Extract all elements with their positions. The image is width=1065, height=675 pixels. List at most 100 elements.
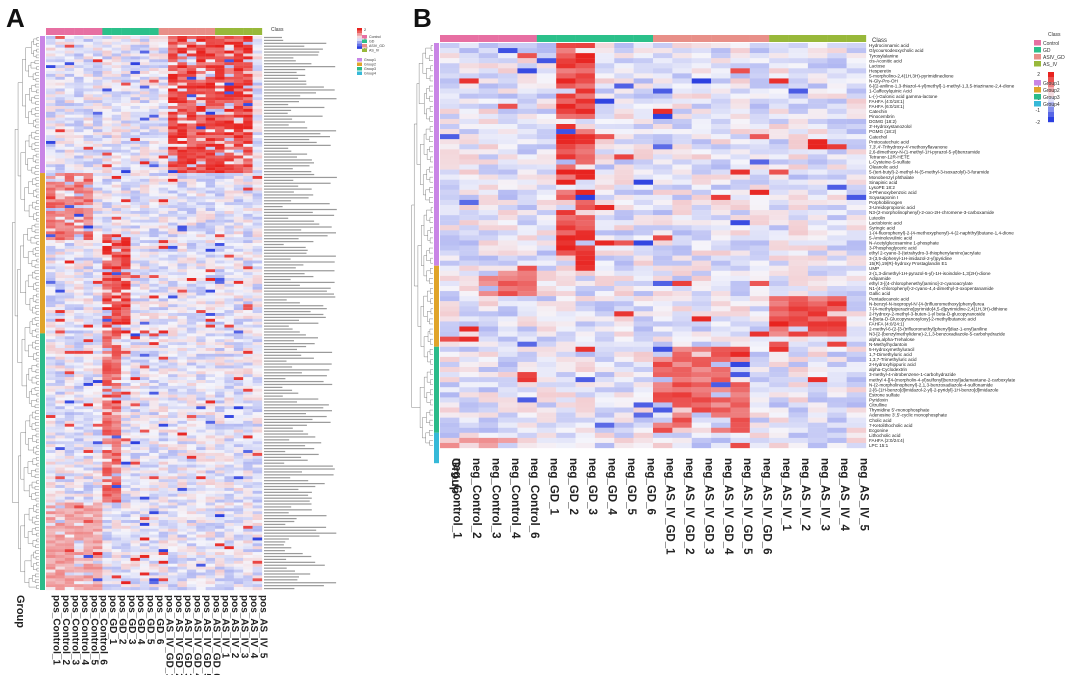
heatmap-cell — [158, 158, 169, 162]
heatmap-cell — [55, 41, 65, 45]
heatmap-cell — [168, 485, 178, 489]
dendrogram-branch — [414, 123, 418, 287]
heatmap-cell — [243, 365, 253, 369]
heatmap-cell — [168, 508, 178, 512]
heatmap-cell — [111, 278, 122, 282]
heatmap-cell — [158, 152, 169, 156]
heatmap-cell — [205, 199, 216, 203]
heatmap-cell — [205, 435, 216, 439]
heatmap-cell — [130, 447, 141, 451]
heatmap-cell — [224, 388, 234, 392]
heatmap-cell — [196, 295, 206, 299]
heatmap-cell — [130, 327, 141, 331]
row-label — [264, 293, 334, 295]
heatmap-cell — [168, 56, 178, 60]
heatmap-cell — [130, 257, 141, 261]
heatmap-cell — [149, 339, 159, 343]
heatmap-cell — [83, 560, 94, 564]
heatmap-cell — [46, 321, 56, 325]
heatmap-cell — [130, 444, 141, 448]
heatmap-cell — [215, 175, 225, 180]
dendrogram-branch — [36, 585, 39, 589]
heatmap-cell — [83, 222, 94, 226]
heatmap-cell — [168, 528, 178, 532]
heatmap-cell — [158, 97, 169, 101]
heatmap-cell — [46, 120, 56, 124]
heatmap-cell — [139, 213, 150, 217]
row-group-segment — [40, 173, 45, 334]
heatmap-cell — [130, 563, 141, 567]
dendrogram-branch — [427, 290, 431, 302]
heatmap-cell — [130, 65, 141, 69]
heatmap-cell — [158, 272, 169, 276]
heatmap-cell — [74, 377, 84, 381]
heatmap-cell — [243, 132, 253, 136]
heatmap-cell — [92, 210, 103, 215]
heatmap-cell — [102, 114, 112, 118]
heatmap-cell — [46, 152, 56, 156]
heatmap-cell — [177, 164, 188, 168]
heatmap-cell — [111, 534, 122, 538]
heatmap-cell — [224, 560, 234, 564]
heatmap-cell — [121, 105, 131, 110]
heatmap-cell — [168, 216, 178, 220]
heatmap-cell — [252, 164, 263, 168]
heatmap-cell — [224, 132, 234, 136]
heatmap-cell — [130, 298, 141, 302]
heatmap-cell — [139, 103, 150, 107]
heatmap-cell — [102, 243, 112, 247]
heatmap-cell — [130, 353, 141, 357]
heatmap-cell — [102, 88, 112, 92]
heatmap-cell — [102, 251, 112, 255]
heatmap-cell — [46, 423, 56, 427]
heatmap-cell — [92, 578, 103, 582]
heatmap-cell — [158, 59, 169, 63]
heatmap-cell — [74, 205, 84, 209]
heatmap-cell — [111, 584, 122, 588]
heatmap-cell — [55, 581, 65, 585]
heatmap-cell — [111, 447, 122, 451]
heatmap-cell — [121, 140, 131, 145]
heatmap-cell — [158, 234, 169, 238]
dendrogram-branch — [35, 497, 39, 502]
heatmap-cell — [177, 248, 188, 252]
heatmap-cell — [158, 368, 169, 372]
dendrogram-branch — [28, 204, 34, 217]
heatmap-cell — [205, 505, 216, 509]
heatmap-cell — [233, 59, 244, 63]
heatmap-cell — [102, 499, 112, 503]
heatmap-cell — [55, 490, 65, 494]
heatmap-cell — [46, 505, 56, 509]
dendrogram-branch — [25, 280, 30, 305]
heatmap-cell — [614, 48, 634, 54]
heatmap-cell — [196, 266, 206, 270]
heatmap-cell — [149, 336, 159, 340]
heatmap-cell — [215, 403, 225, 407]
heatmap-cell — [64, 280, 75, 284]
heatmap-cell — [64, 263, 75, 267]
heatmap-cell — [168, 412, 178, 416]
heatmap-cell — [158, 111, 169, 115]
heatmap-cell — [111, 345, 122, 349]
heatmap-cell — [55, 193, 65, 197]
heatmap-cell — [130, 342, 141, 346]
heatmap-cell — [177, 245, 188, 250]
dendrogram-branch — [32, 178, 37, 185]
heatmap-cell — [74, 216, 84, 220]
legend-tick: 2 — [364, 27, 367, 32]
heatmap-cell — [233, 380, 244, 384]
heatmap-cell — [196, 394, 206, 398]
heatmap-cell — [158, 228, 169, 232]
heatmap-cell — [252, 546, 263, 550]
heatmap-cell — [130, 464, 141, 468]
heatmap-cell — [149, 406, 159, 410]
heatmap-cell — [252, 455, 263, 459]
heatmap-cell — [92, 216, 103, 220]
heatmap-cell — [168, 170, 178, 174]
heatmap-cell — [149, 117, 159, 121]
heatmap-cell — [74, 490, 84, 494]
legend-class-swatch — [362, 44, 367, 48]
heatmap-cell — [139, 461, 150, 465]
heatmap-cell — [252, 100, 263, 104]
heatmap-cell — [83, 321, 94, 325]
